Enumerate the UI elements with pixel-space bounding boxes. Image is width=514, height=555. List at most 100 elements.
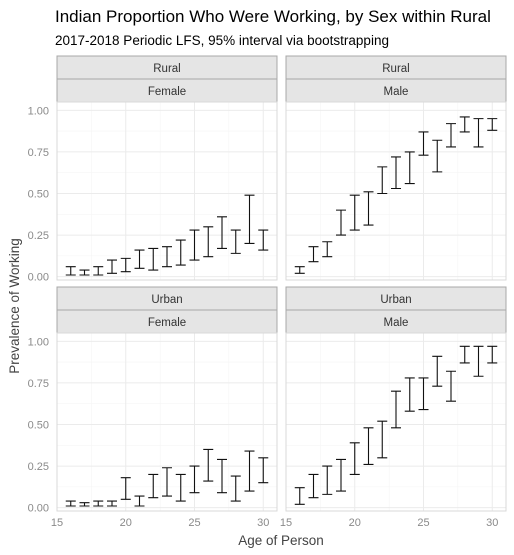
x-tick-label: 30 [257, 517, 269, 529]
error-bar [79, 269, 90, 276]
panels: Rural Female 0.00 0.25 0.50 0.75 1.00 Rural Male… [28, 55, 507, 529]
error-bar [473, 345, 484, 377]
panel-rural-female: Rural Female 0.00 0.25 0.50 0.75 1.00 [28, 55, 278, 284]
error-bar [203, 448, 214, 482]
error-bar [230, 475, 241, 502]
error-bar [189, 229, 200, 261]
y-tick-label: 1.00 [28, 336, 49, 348]
error-bar [217, 216, 227, 249]
error-bar [217, 458, 227, 494]
error-bar [230, 229, 241, 254]
error-bar [308, 473, 319, 499]
panel-border [56, 332, 278, 512]
error-bar [244, 450, 255, 492]
error-bar [93, 500, 104, 507]
error-bar [432, 139, 443, 173]
error-bar [391, 390, 401, 429]
error-bar [107, 500, 117, 507]
error-bar [175, 239, 186, 266]
chart-title: Indian Proportion Who Were Working, by S… [55, 7, 491, 26]
error-bar [65, 266, 76, 276]
error-bar [244, 194, 255, 244]
error-bar [93, 266, 104, 276]
error-bar [65, 500, 76, 507]
error-bar [473, 118, 484, 148]
error-bar [418, 131, 429, 156]
error-bar [148, 473, 159, 499]
y-tick-label: 0.00 [28, 272, 49, 284]
x-tick-label: 20 [349, 517, 361, 529]
strip-row-label: Rural [153, 63, 180, 75]
error-bar [418, 377, 429, 411]
y-tick-label: 0.75 [28, 147, 49, 159]
error-bar [162, 246, 172, 268]
y-tick-label: 0.75 [28, 378, 49, 390]
error-bar [459, 116, 470, 133]
x-tick-label: 15 [51, 517, 63, 529]
strip-row-label: Urban [151, 294, 182, 306]
error-bar [308, 246, 319, 263]
panel-border [285, 101, 507, 281]
error-bar [446, 123, 456, 148]
error-bar [336, 458, 346, 492]
strip-col-label: Female [148, 317, 186, 329]
error-bar [107, 259, 117, 274]
y-tick-label: 0.25 [28, 230, 49, 242]
error-bar [487, 118, 498, 131]
error-bar [148, 247, 159, 271]
error-bar [363, 191, 374, 226]
y-tick-label: 0.50 [28, 188, 49, 200]
error-bar [377, 420, 388, 459]
error-bar [134, 249, 145, 269]
error-bar [404, 377, 415, 412]
error-bar [446, 370, 456, 402]
error-bar [294, 266, 305, 274]
chart-subtitle: 2017-2018 Periodic LFS, 95% interval via… [55, 33, 389, 48]
panel-urban-female: Urban Female 0.00 0.25 0.50 0.75 1.00 15 20 25 30 [28, 286, 278, 529]
error-bar [404, 151, 415, 185]
panel-border [285, 332, 507, 512]
error-bar [120, 257, 131, 273]
y-tick-label: 0.50 [28, 419, 49, 431]
panel-rural-male: Rural Male [285, 55, 507, 281]
y-tick-label: 0.25 [28, 461, 49, 473]
x-tick-label: 20 [120, 517, 132, 529]
x-axis-title: Age of Person [238, 533, 324, 548]
error-bar [349, 194, 360, 231]
error-bar [336, 209, 346, 236]
panel-urban-male: Urban Male 15 20 25 30 [280, 286, 507, 529]
error-bar [120, 477, 131, 500]
x-tick-label: 30 [486, 517, 498, 529]
x-tick-label: 25 [417, 517, 429, 529]
strip-col-label: Male [384, 86, 409, 98]
error-bar [363, 427, 374, 465]
error-bar [175, 473, 186, 502]
error-bar [349, 442, 360, 475]
error-bar [134, 495, 145, 507]
y-axis-title: Prevalence of Working [7, 238, 22, 374]
error-bar [487, 345, 498, 364]
strip-col-label: Male [384, 317, 409, 329]
strip-col-label: Female [148, 86, 186, 98]
strip-row-label: Rural [382, 63, 409, 75]
y-tick-label: 1.00 [28, 105, 49, 117]
error-bar [322, 465, 333, 495]
error-bar [189, 465, 200, 494]
error-bar [391, 156, 401, 190]
x-tick-label: 15 [280, 517, 292, 529]
x-tick-label: 25 [188, 517, 200, 529]
error-bar [432, 355, 443, 387]
error-bar [294, 487, 305, 505]
error-bar [258, 229, 269, 251]
error-bar [203, 226, 214, 258]
error-bar [459, 345, 470, 364]
error-bar [258, 457, 269, 484]
error-bar [377, 166, 388, 195]
error-bar [322, 241, 333, 258]
error-bar [162, 467, 172, 497]
strip-row-label: Urban [380, 294, 411, 306]
y-tick-label: 0.00 [28, 503, 49, 515]
error-bar [79, 502, 90, 507]
panel-border [56, 101, 278, 281]
